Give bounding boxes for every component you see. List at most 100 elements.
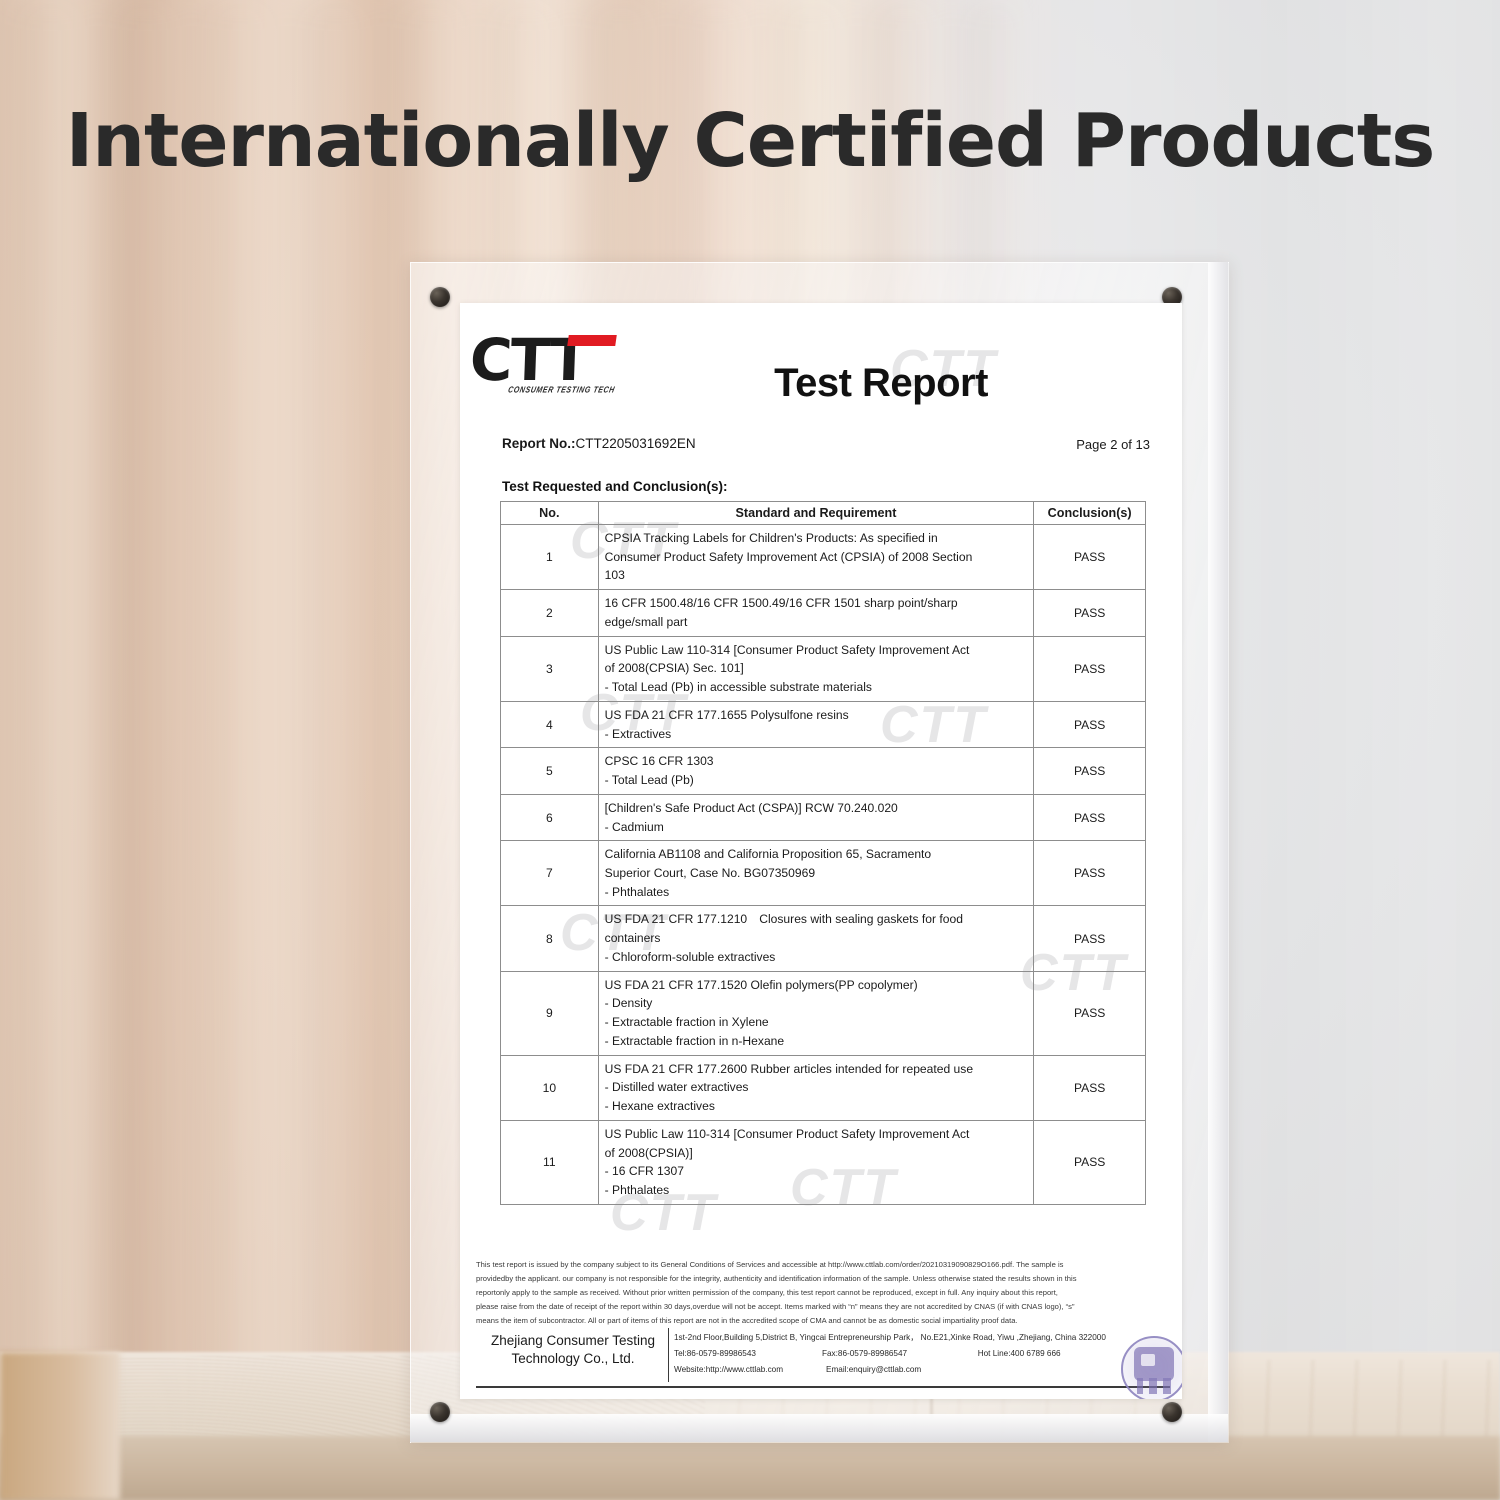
standard-line: CPSC 16 CFR 1303 bbox=[604, 754, 714, 769]
company-phone-row: Tel:86-0579-89986543 Fax:86-0579-8998654… bbox=[674, 1346, 1114, 1362]
company-contact-details: 1st-2nd Floor,Building 5,District B, Yin… bbox=[674, 1330, 1114, 1378]
row-number: 9 bbox=[500, 970, 599, 1056]
row-standard-requirement: US Public Law 110-314 [Consumer Product … bbox=[597, 1119, 1035, 1205]
standard-line: [Children's Safe Product Act (CSPA)] RCW… bbox=[604, 800, 898, 815]
row-standard-requirement: US FDA 21 CFR 177.2600 Rubber articles i… bbox=[597, 1054, 1035, 1121]
disclaimer-text: This test report is issued by the compan… bbox=[476, 1258, 1170, 1328]
disclaimer-line: please raise from the date of receipt of… bbox=[476, 1302, 1075, 1312]
standard-line: CPSIA Tracking Labels for Children's Pro… bbox=[604, 531, 938, 545]
standard-line: edge/small part bbox=[604, 614, 688, 629]
table-row: 7 California AB1108 and California Propos… bbox=[500, 840, 1146, 907]
row-conclusion: PASS bbox=[1033, 589, 1146, 637]
table-left-edge bbox=[0, 1352, 120, 1500]
row-conclusion: PASS bbox=[1033, 1119, 1146, 1205]
row-standard-requirement: US FDA 21 CFR 177.1210 Closures with sea… bbox=[597, 905, 1035, 972]
row-conclusion: PASS bbox=[1033, 1054, 1146, 1121]
company-fax: Fax:86-0579-89986547 bbox=[821, 1348, 908, 1358]
row-conclusion: PASS bbox=[1033, 905, 1146, 972]
standard-line: Consumer Product Safety Improvement Act … bbox=[604, 549, 973, 564]
row-standard-requirement: US FDA 21 CFR 177.1520 Olefin polymers(P… bbox=[597, 970, 1035, 1056]
row-conclusion: PASS bbox=[1033, 523, 1146, 591]
row-number: 6 bbox=[500, 793, 599, 842]
table-row: 10 US FDA 21 CFR 177.2600 Rubber articles… bbox=[500, 1054, 1146, 1121]
standard-line: - Hexane extractives bbox=[604, 1099, 715, 1114]
disclaimer-line: This test report is issued by the compan… bbox=[476, 1260, 1064, 1269]
seal-face bbox=[1141, 1354, 1155, 1366]
column-header-no: No. bbox=[500, 501, 599, 525]
standard-line: Superior Court, Case No. BG07350969 bbox=[604, 866, 816, 881]
disclaimer-line: means the item of subcontractor. All or … bbox=[476, 1316, 1018, 1326]
company-name: Zhejiang Consumer Testing Technology Co.… bbox=[480, 1332, 666, 1368]
disclaimer-line: reportonly apply to the sample as receiv… bbox=[476, 1288, 1058, 1298]
row-conclusion: PASS bbox=[1033, 635, 1146, 702]
standard-line: US FDA 21 CFR 177.2600 Rubber articles i… bbox=[604, 1061, 974, 1076]
standard-line: US FDA 21 CFR 177.1520 Olefin polymers(P… bbox=[604, 977, 918, 992]
standard-line: US Public Law 110-314 [Consumer Product … bbox=[604, 1126, 970, 1141]
test-report-page: CTT CTT CTT CTT CTT CTT CTT CTT CTT CONS… bbox=[460, 303, 1182, 1399]
table-row: 9 US FDA 21 CFR 177.1520 Olefin polymers(… bbox=[500, 970, 1146, 1056]
acrylic-frame-right-edge bbox=[1208, 262, 1228, 1442]
row-number: 11 bbox=[500, 1119, 599, 1205]
test-conclusions-table: No. Standard and Requirement Conclusion(… bbox=[500, 501, 1146, 1205]
standard-line: California AB1108 and California Proposi… bbox=[604, 847, 932, 862]
standard-line: 16 CFR 1500.48/16 CFR 1500.49/16 CFR 150… bbox=[604, 596, 958, 611]
report-title: Test Report bbox=[774, 361, 988, 405]
row-standard-requirement: California AB1108 and California Proposi… bbox=[597, 840, 1035, 907]
table-row: 5 CPSC 16 CFR 1303 - Total Lead (Pb) PASS bbox=[500, 747, 1146, 795]
ctt-logo-red-bar bbox=[567, 335, 617, 346]
table-row: 6 [Children's Safe Product Act (CSPA)] RC… bbox=[500, 793, 1146, 842]
row-standard-requirement: US FDA 21 CFR 177.1655 Polysulfone resin… bbox=[597, 700, 1035, 749]
report-header: CTT CONSUMER TESTING TECH Test Report bbox=[460, 303, 1182, 421]
footer-divider bbox=[668, 1328, 669, 1382]
section-label: Test Requested and Conclusion(s): bbox=[502, 479, 728, 494]
frame-standoff-screw-bottom-right bbox=[1162, 1402, 1182, 1422]
company-web-row: Website:http://www.cttlab.com Email:enqu… bbox=[674, 1362, 1114, 1378]
standard-line: US FDA 21 CFR 177.1655 Polysulfone resin… bbox=[604, 707, 849, 722]
frame-standoff-screw-top-right bbox=[1162, 287, 1182, 307]
table-row: 11 US Public Law 110-314 [Consumer Produc… bbox=[500, 1119, 1146, 1205]
frame-standoff-screw-bottom-left bbox=[430, 1402, 450, 1422]
standard-line: - Extractable fraction in n-Hexane bbox=[604, 1033, 785, 1048]
company-footer: Zhejiang Consumer Testing Technology Co.… bbox=[476, 1328, 1182, 1399]
table-row: 2 16 CFR 1500.48/16 CFR 1500.49/16 CFR 15… bbox=[500, 589, 1146, 637]
report-number-value: CTT2205031692EN bbox=[575, 436, 696, 451]
company-name-line2: Technology Co., Ltd. bbox=[511, 1351, 635, 1367]
row-number: 2 bbox=[500, 589, 599, 637]
seal-legs bbox=[1137, 1378, 1171, 1394]
row-number: 8 bbox=[500, 905, 599, 972]
row-standard-requirement: US Public Law 110-314 [Consumer Product … bbox=[597, 635, 1035, 702]
row-conclusion: PASS bbox=[1033, 747, 1146, 795]
standard-line: - Distilled water extractives bbox=[604, 1080, 749, 1095]
page-title: Internationally Certified Products bbox=[65, 98, 1436, 184]
company-name-line1: Zhejiang Consumer Testing bbox=[490, 1333, 656, 1348]
row-standard-requirement: CPSIA Tracking Labels for Children's Pro… bbox=[597, 523, 1035, 591]
row-number: 7 bbox=[500, 840, 599, 907]
row-number: 1 bbox=[500, 523, 599, 591]
row-standard-requirement: 16 CFR 1500.48/16 CFR 1500.49/16 CFR 150… bbox=[597, 589, 1035, 637]
standard-line: - Extractives bbox=[604, 726, 672, 741]
row-number: 5 bbox=[500, 747, 599, 795]
standard-line: - Phthalates bbox=[604, 884, 670, 899]
standard-line: - 16 CFR 1307 bbox=[604, 1164, 684, 1179]
table-row: 4 US FDA 21 CFR 177.1655 Polysulfone resi… bbox=[500, 700, 1146, 749]
standard-line: US Public Law 110-314 [Consumer Product … bbox=[604, 642, 970, 657]
column-header-conclusion: Conclusion(s) bbox=[1033, 501, 1146, 525]
row-conclusion: PASS bbox=[1033, 840, 1146, 907]
row-number: 3 bbox=[500, 635, 599, 702]
row-standard-requirement: [Children's Safe Product Act (CSPA)] RCW… bbox=[597, 793, 1035, 842]
row-standard-requirement: CPSC 16 CFR 1303 - Total Lead (Pb) bbox=[597, 747, 1035, 795]
standard-line: - Chloroform-soluble extractives bbox=[604, 949, 776, 964]
row-conclusion: PASS bbox=[1033, 700, 1146, 749]
company-address: 1st-2nd Floor,Building 5,District B, Yin… bbox=[674, 1333, 1106, 1342]
standard-line: - Total Lead (Pb) in accessible substrat… bbox=[604, 680, 872, 695]
table-body: 1 CPSIA Tracking Labels for Children's Pr… bbox=[500, 523, 1146, 1205]
row-number: 10 bbox=[500, 1054, 599, 1121]
standard-line: - Extractable fraction in Xylene bbox=[604, 1015, 769, 1030]
standard-line: of 2008(CPSIA)] bbox=[604, 1145, 693, 1160]
table-row: 3 US Public Law 110-314 [Consumer Product… bbox=[500, 635, 1146, 702]
standard-line: containers bbox=[604, 931, 661, 946]
cnas-seal-icon bbox=[1121, 1336, 1182, 1399]
report-number: Report No.:CTT2205031692EN bbox=[502, 436, 696, 451]
report-number-label: Report No.: bbox=[502, 436, 576, 451]
standard-line: of 2008(CPSIA) Sec. 101] bbox=[604, 661, 744, 676]
